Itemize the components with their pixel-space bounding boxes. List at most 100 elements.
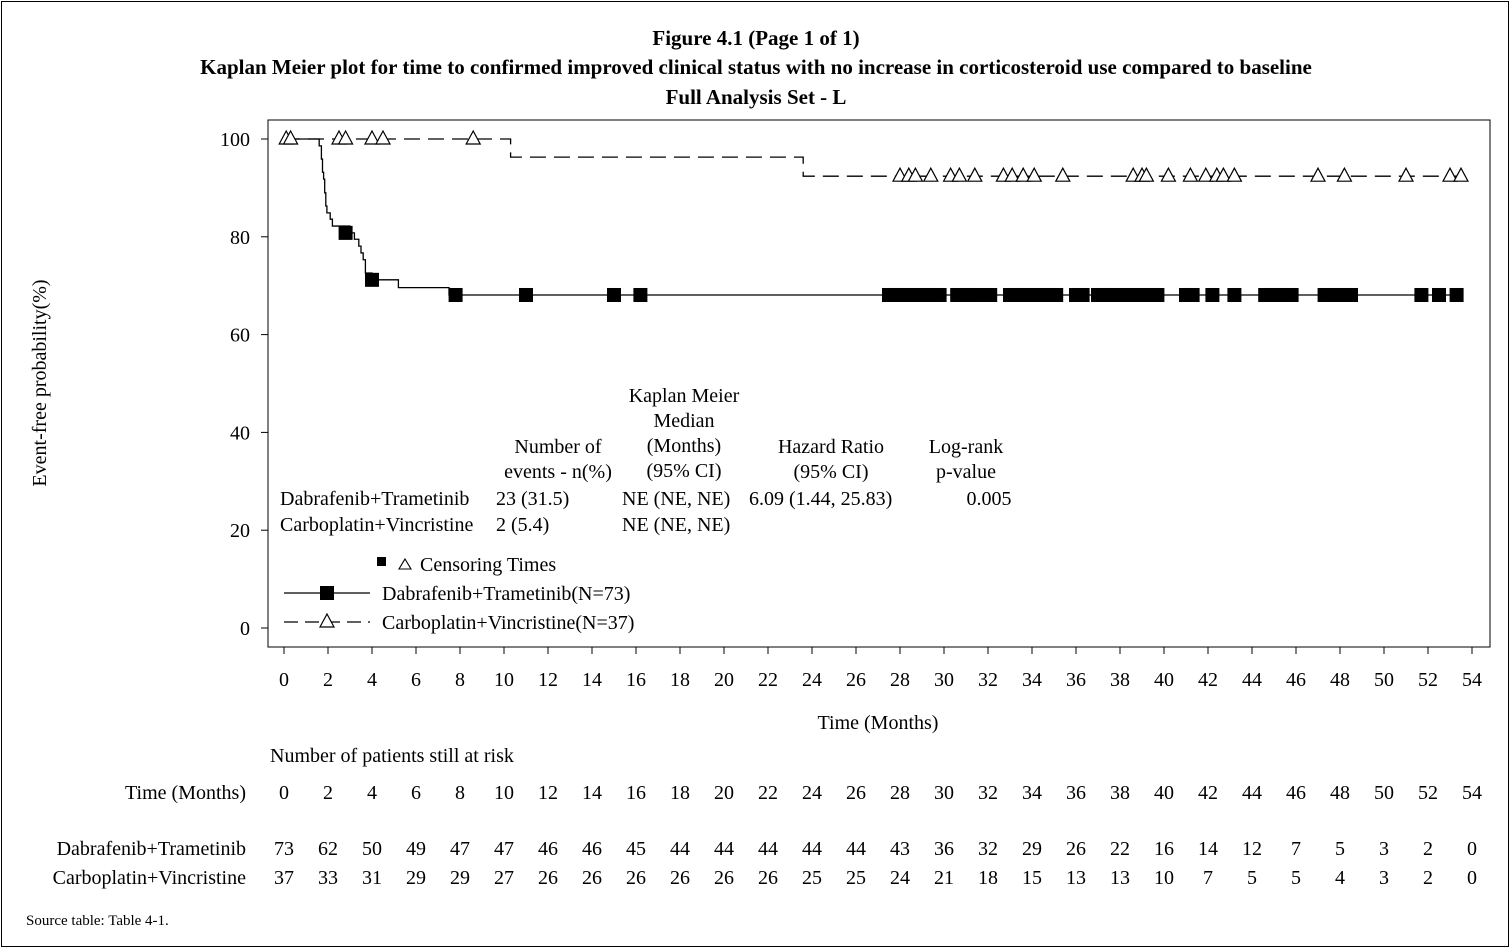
- risk-row-value: 47: [450, 838, 470, 860]
- censor-mark-triangle: [1441, 166, 1459, 182]
- x-tick-label: 20: [714, 669, 734, 691]
- y-tick-label: 60: [230, 325, 250, 347]
- censor-mark-triangle: [1309, 166, 1327, 182]
- stats-header-median: Median: [653, 410, 714, 432]
- stats-row-hr: 6.09 (1.44, 25.83): [749, 488, 892, 510]
- censor-mark-triangle: [1452, 166, 1470, 182]
- figure-title: Figure 4.1 (Page 1 of 1): [652, 26, 860, 50]
- risk-table: Number of patients still at risk Time (Mo…: [53, 745, 1482, 889]
- km-curves: [284, 138, 1468, 296]
- risk-row-value: 5: [1335, 838, 1345, 860]
- risk-row-value: 43: [890, 838, 910, 860]
- x-tick-label: 48: [1330, 669, 1350, 691]
- risk-row-value: 26: [626, 867, 646, 889]
- stats-header-events: events - n(%): [504, 461, 612, 483]
- risk-row-value: 29: [406, 867, 426, 889]
- x-tick-label: 52: [1418, 669, 1438, 691]
- risk-time-value: 4: [367, 782, 377, 804]
- risk-time-value: 40: [1154, 782, 1174, 804]
- censor-mark-triangle: [337, 129, 354, 145]
- x-tick-label: 34: [1022, 669, 1042, 691]
- censor-mark-square: [365, 272, 379, 287]
- x-tick-label: 38: [1110, 669, 1130, 691]
- risk-row-value: 13: [1110, 867, 1130, 889]
- risk-row-value: 45: [626, 838, 646, 860]
- stats-header-logrank: p-value: [936, 461, 996, 483]
- y-tick-label: 80: [230, 227, 250, 249]
- legend-marker-dabrafenib: [320, 586, 334, 600]
- censor-mark-triangle: [1054, 166, 1071, 182]
- risk-time-value: 38: [1110, 782, 1130, 804]
- risk-row-value: 50: [362, 838, 382, 860]
- risk-row-value: 47: [494, 838, 514, 860]
- stats-row-events: 23 (31.5): [496, 488, 569, 510]
- censor-mark-square: [1049, 287, 1064, 302]
- risk-time-value: 0: [279, 782, 289, 804]
- x-tick-label: 14: [582, 669, 602, 691]
- censor-marks: [278, 129, 1470, 302]
- figure-subtitle: Kaplan Meier plot for time to confirmed …: [200, 55, 1312, 79]
- censor-mark-square: [1414, 287, 1429, 302]
- y-axis-label: Event-free probability(%): [29, 279, 51, 486]
- censor-mark-square: [448, 287, 463, 302]
- risk-time-value: 22: [758, 782, 778, 804]
- risk-row-value: 0: [1467, 867, 1477, 889]
- x-tick-label: 24: [802, 669, 822, 691]
- stats-header-hr: (95% CI): [794, 461, 869, 483]
- risk-row-arm: Carboplatin+Vincristine: [53, 867, 246, 889]
- risk-row-value: 62: [318, 838, 338, 860]
- risk-row-value: 7: [1203, 867, 1213, 889]
- risk-time-value: 10: [494, 782, 514, 804]
- risk-table-title: Number of patients still at risk: [270, 745, 514, 767]
- risk-row-arm: Dabrafenib+Trametinib: [57, 838, 246, 860]
- risk-time-value: 6: [411, 782, 421, 804]
- censor-mark-triangle: [363, 129, 381, 145]
- risk-time-value: 54: [1462, 782, 1482, 804]
- censor-mark-square: [338, 225, 353, 240]
- risk-row-value: 25: [802, 867, 822, 889]
- risk-time-value: 36: [1066, 782, 1086, 804]
- risk-row-value: 26: [538, 867, 558, 889]
- risk-row-value: 21: [934, 867, 954, 889]
- risk-time-value: 18: [670, 782, 690, 804]
- legend-censor-label: Censoring Times: [420, 554, 556, 576]
- plot-frame: [267, 119, 1491, 648]
- risk-row-value: 26: [582, 867, 602, 889]
- risk-row-value: 26: [1066, 838, 1086, 860]
- risk-row-value: 26: [758, 867, 778, 889]
- risk-row-value: 49: [406, 838, 426, 860]
- x-tick-label: 28: [890, 669, 910, 691]
- risk-row-value: 12: [1242, 838, 1262, 860]
- x-tick-label: 40: [1154, 669, 1174, 691]
- km-curve-dabrafenib: [284, 138, 1464, 296]
- risk-row-value: 5: [1291, 867, 1301, 889]
- y-tick-label: 0: [240, 618, 250, 640]
- risk-time-value: 20: [714, 782, 734, 804]
- risk-row-value: 18: [978, 867, 998, 889]
- risk-time-value: 52: [1418, 782, 1438, 804]
- censor-mark-triangle: [1226, 166, 1243, 182]
- risk-row-value: 5: [1247, 867, 1257, 889]
- x-tick-label: 30: [934, 669, 954, 691]
- km-curve-carboplatin: [284, 138, 1468, 177]
- risk-row-value: 14: [1198, 838, 1218, 860]
- censor-mark-triangle: [282, 129, 299, 145]
- risk-time-label: Time (Months): [125, 782, 246, 804]
- x-tick-label: 36: [1066, 669, 1086, 691]
- risk-time-value: 50: [1374, 782, 1394, 804]
- risk-time-value: 42: [1198, 782, 1218, 804]
- censor-mark-triangle: [465, 129, 482, 145]
- censor-mark-square: [519, 287, 533, 302]
- censor-mark-triangle: [1182, 166, 1199, 182]
- censor-mark-square: [1150, 287, 1165, 302]
- risk-row-value: 24: [890, 867, 910, 889]
- censor-mark-square: [1284, 287, 1299, 302]
- risk-row-value: 26: [670, 867, 690, 889]
- x-tick-label: 26: [846, 669, 866, 691]
- legend-label-dabrafenib: Dabrafenib+Trametinib(N=73): [382, 583, 630, 605]
- stats-row-pvalue: 0.005: [967, 488, 1012, 510]
- censor-mark-triangle: [907, 166, 924, 182]
- x-axis-label: Time (Months): [818, 712, 939, 734]
- stats-header-median: (95% CI): [647, 460, 722, 482]
